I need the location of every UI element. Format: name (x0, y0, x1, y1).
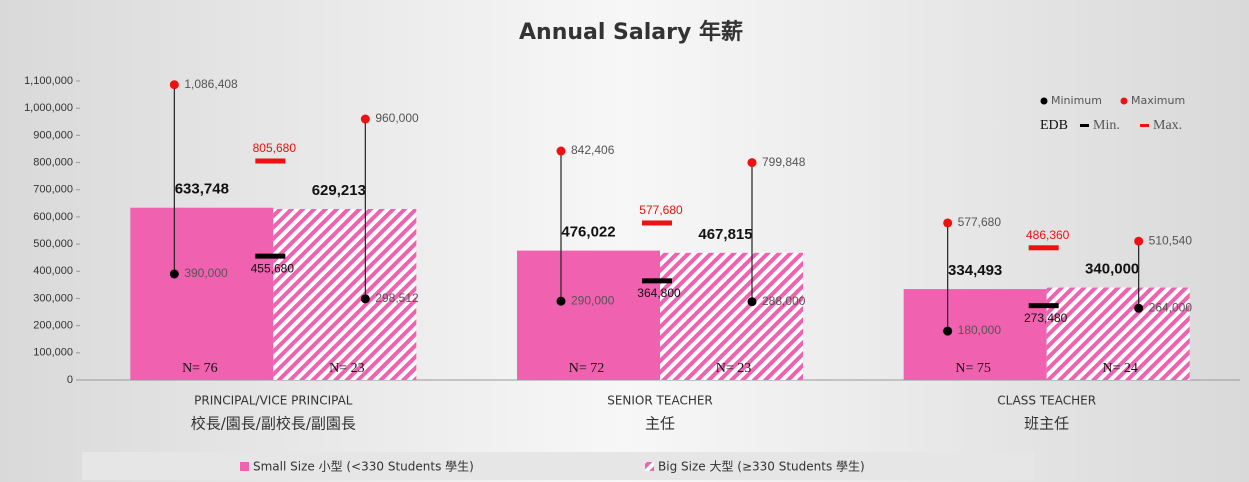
n-label: N= 23 (716, 361, 752, 376)
max-label: 842,406 (571, 143, 615, 157)
max-label: 799,848 (762, 155, 806, 169)
min-dot (943, 326, 953, 336)
x-tick-label-zh: 校長/園長/副校長/副園長 (191, 415, 356, 433)
bar (660, 252, 803, 380)
legend-label: Big Size 大型 (≥330 Students 學生) (658, 460, 865, 474)
edb-max (1028, 245, 1059, 251)
y-tick-label: 400,000 (33, 265, 73, 277)
y-tick-label: 900,000 (33, 129, 73, 141)
max-dot (360, 114, 370, 124)
bar (1046, 287, 1190, 380)
edb-legend-title: EDB (1040, 118, 1068, 133)
min-label: 264,000 (1149, 300, 1193, 314)
max-label: 1,086,408 (184, 77, 238, 91)
max-label: 577,680 (958, 215, 1002, 229)
edb-min (255, 253, 286, 259)
x-tick-label: CLASS TEACHER (997, 394, 1096, 408)
max-dot (169, 80, 179, 90)
legend-min-dot (1040, 97, 1048, 105)
bar (903, 289, 1047, 380)
legend-max: Maximum (1131, 94, 1185, 107)
min-dot (169, 269, 179, 279)
x-tick-label: SENIOR TEACHER (607, 394, 713, 408)
max-dot (556, 146, 566, 156)
y-tick-label: 600,000 (33, 211, 73, 223)
min-dot (747, 297, 757, 307)
edb-legend-min-swatch (1080, 124, 1089, 127)
edb-min-label: 273,480 (1024, 311, 1068, 325)
edb-max-label: 486,360 (1026, 228, 1070, 242)
legend-swatch (645, 462, 654, 471)
x-tick-label-zh: 主任 (645, 415, 675, 433)
legend-swatch (240, 462, 249, 471)
min-dot (1134, 303, 1144, 313)
value-label: 340,000 (1085, 261, 1139, 278)
value-label: 467,815 (698, 226, 752, 243)
value-label: 633,748 (175, 181, 229, 198)
min-label: 288,000 (762, 294, 806, 308)
min-label: 390,000 (184, 266, 228, 280)
bar (130, 207, 274, 380)
bar (273, 208, 417, 380)
legend-box (82, 452, 1035, 480)
max-dot (747, 158, 757, 168)
max-label: 960,000 (375, 111, 419, 125)
y-tick-label: 100,000 (33, 347, 73, 359)
chart-title: Annual Salary 年薪 (519, 19, 743, 45)
value-label: 334,493 (948, 262, 1002, 279)
x-tick-label-zh: 班主任 (1024, 415, 1069, 433)
y-tick-label: 500,000 (33, 238, 73, 250)
y-tick-label: 200,000 (33, 320, 73, 332)
edb-min-label: 364,800 (637, 286, 681, 300)
edb-min-label: 455,680 (251, 261, 295, 275)
edb-legend-max-swatch (1140, 124, 1149, 127)
y-tick-label: 0 (67, 374, 73, 386)
min-dot (556, 296, 566, 306)
edb-max-label: 805,680 (253, 141, 297, 155)
value-label: 476,022 (561, 224, 615, 241)
edb-min (1028, 303, 1059, 309)
edb-max (255, 158, 286, 164)
y-tick-label: 700,000 (33, 184, 73, 196)
bar (517, 250, 660, 380)
n-label: N= 76 (182, 361, 218, 376)
y-tick-label: 800,000 (33, 156, 73, 168)
min-label: 298,512 (375, 291, 419, 305)
n-label: N= 24 (1102, 361, 1138, 376)
y-tick-label: 1,100,000 (24, 75, 73, 87)
y-tick-label: 300,000 (33, 292, 73, 304)
min-label: 290,000 (571, 293, 615, 307)
legend-label: Small Size 小型 (<330 Students 學生) (253, 460, 474, 474)
edb-min (642, 278, 672, 284)
edb-max (642, 220, 672, 226)
max-label: 510,540 (1149, 233, 1193, 247)
legend-max-dot (1120, 97, 1128, 105)
min-dot (360, 294, 370, 304)
legend-min: Minimum (1051, 94, 1102, 107)
value-label: 629,213 (312, 182, 366, 199)
max-dot (1134, 236, 1144, 246)
x-tick-label: PRINCIPAL/VICE PRINCIPAL (194, 394, 353, 408)
y-tick-label: 1,000,000 (24, 102, 73, 114)
n-label: N= 72 (569, 361, 605, 376)
max-dot (943, 218, 953, 228)
edb-legend-min: Min. (1093, 118, 1120, 133)
edb-max-label: 577,680 (639, 203, 683, 217)
n-label: N= 23 (329, 361, 365, 376)
min-label: 180,000 (958, 323, 1002, 337)
edb-legend-max: Max. (1153, 118, 1182, 133)
n-label: N= 75 (955, 361, 991, 376)
